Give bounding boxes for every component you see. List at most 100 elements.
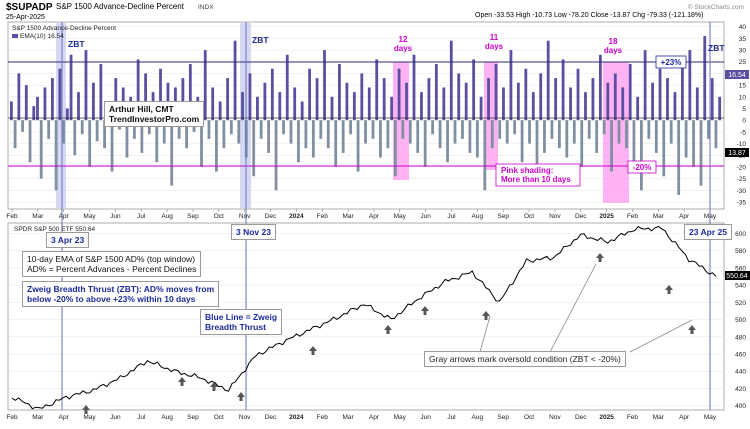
month-label-bottom: Dec [575, 414, 587, 421]
month-label-top: Feb [317, 213, 329, 220]
top-tick-label: -10 [737, 141, 747, 148]
ad-bar [625, 120, 628, 149]
ad-bar [95, 120, 99, 142]
top-tick-label: -35 [737, 199, 747, 206]
ad-bar [673, 92, 677, 121]
ad-bar [256, 96, 259, 121]
ad-bar [241, 92, 244, 121]
ad-bar [125, 120, 129, 158]
pink-note-box [495, 163, 581, 187]
ad-bar [449, 40, 453, 121]
ad-bar [546, 40, 550, 121]
ad-bar [21, 120, 24, 132]
ad-bar [222, 120, 226, 149]
ad-bar [662, 120, 666, 177]
ema-value: 16.54 [728, 72, 746, 79]
ad-bar [710, 78, 714, 121]
ema-note-line2: AD% = Percent Advances - Percent Decline… [27, 264, 197, 274]
oversold-arrow [665, 285, 673, 294]
ad-bar [32, 106, 36, 121]
ad-bar [356, 120, 360, 172]
ad-bar [397, 68, 401, 121]
ad-bar [483, 120, 487, 191]
month-label-top: Jun [420, 213, 431, 220]
ad-bar [550, 120, 554, 139]
ad-bar [591, 78, 595, 121]
ad-bar [110, 120, 114, 172]
month-label-bottom: Dec [265, 414, 277, 421]
top-tick-label: 25 [739, 59, 747, 66]
ad-bar [58, 68, 62, 121]
ad-bar [572, 120, 576, 144]
ad-bar [69, 54, 73, 121]
oversold-arrow [596, 253, 604, 262]
ad-bar [237, 120, 241, 144]
ad-bar [412, 54, 416, 121]
ema-note-line1: 10-day EMA of S&P 1500 AD% (top window) [27, 254, 196, 264]
ad-bar [315, 78, 319, 121]
author-line2: TrendInvestorPro.com [109, 114, 200, 124]
top-tick-label: 40 [739, 24, 747, 31]
bottom-axis-ticks: 600 580 560 540 520 500 480 460 440 420 400 [735, 231, 746, 410]
ad-bar [278, 92, 282, 121]
ad-bar [707, 120, 710, 139]
top-tick-label: 5 [742, 106, 746, 113]
month-label-top: Apr [59, 213, 70, 220]
blue-line-note-line1: Blue Line = Zweig [205, 312, 278, 322]
month-label-top: Aug [161, 213, 173, 220]
ad-bar [379, 120, 382, 158]
ad-bar [598, 54, 602, 121]
oversold-arrow [688, 325, 696, 334]
bottom-tick-label: 520 [735, 300, 746, 307]
ad-bar [718, 96, 722, 121]
ad-bar [423, 120, 427, 167]
ad-bar [468, 120, 472, 153]
ad-bar [516, 82, 520, 121]
ad-bar [367, 87, 371, 121]
ad-bar [300, 101, 304, 121]
spy-price-line [11, 225, 717, 410]
ad-bars [10, 36, 722, 195]
bottom-tick-label: 580 [735, 248, 746, 255]
top-tick-label: 10 [739, 94, 747, 101]
ad-bar [259, 120, 263, 139]
month-label-bottom: Oct [214, 414, 224, 421]
ad-bar [285, 54, 289, 121]
top-last-value-box [725, 148, 749, 157]
header-ohlc: Open -33.53 High -10.73 Low -78.20 Close… [475, 12, 703, 19]
ad-bar [531, 92, 535, 121]
month-label-bottom: Mar [32, 414, 44, 421]
ad-bar [282, 120, 285, 135]
month-label-bottom: Sep [187, 414, 199, 421]
ad-bar [274, 120, 278, 191]
ad-bar [360, 73, 364, 121]
month-label-top: Oct [214, 213, 224, 220]
ad-bar [695, 87, 699, 121]
month-label-top: Jul [137, 213, 146, 220]
bottom-tick-label: 460 [735, 351, 746, 358]
oversold-arrow [82, 405, 90, 414]
month-label-top: Apr [679, 213, 690, 220]
ad-bar [580, 120, 584, 167]
ad-bar [535, 120, 539, 177]
ad-bar [349, 120, 353, 135]
ad-bar [330, 96, 334, 121]
top-tick-label: -30 [737, 188, 747, 195]
ad-bar [636, 96, 640, 121]
ad-bar [461, 120, 464, 139]
ad-bar [610, 120, 613, 172]
ad-bar [502, 87, 505, 121]
month-label-bottom: Aug [161, 414, 173, 421]
ad-bar [513, 120, 517, 135]
ad-bar [334, 120, 338, 167]
author-line1: Arthur Hill, CMT [109, 104, 174, 114]
month-label-bottom: May [704, 414, 717, 421]
ad-bar [434, 64, 438, 121]
ad-bar [28, 120, 32, 163]
oversold-arrow [482, 311, 490, 320]
ad-bar [647, 120, 651, 139]
ad-bar [408, 120, 412, 144]
month-label-bottom: Feb [627, 414, 639, 421]
ad-bar [509, 50, 513, 121]
